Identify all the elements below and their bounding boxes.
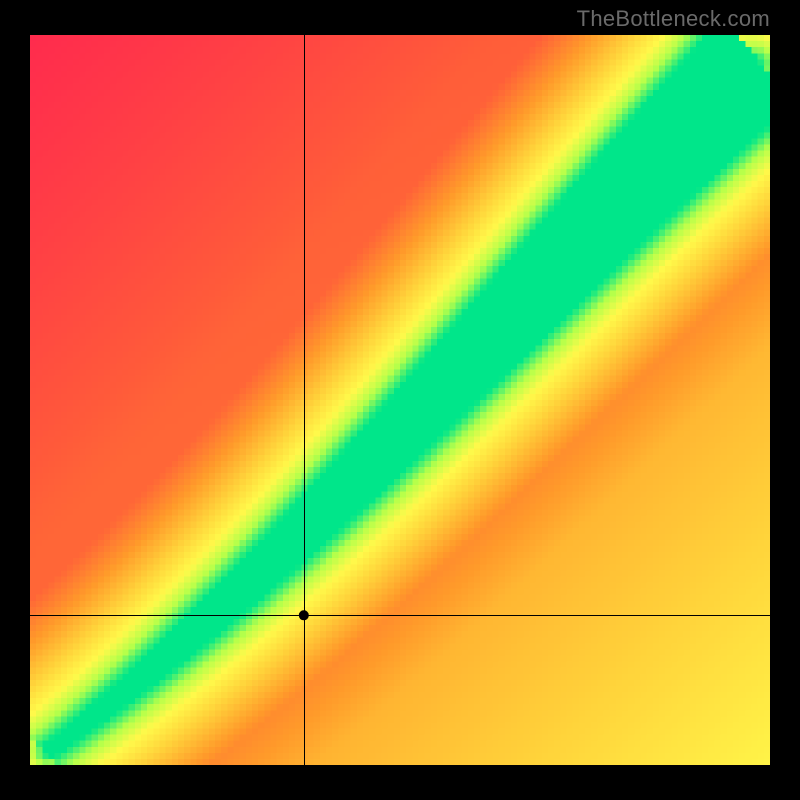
crosshair-overlay xyxy=(30,35,770,765)
watermark-text: TheBottleneck.com xyxy=(577,6,770,32)
